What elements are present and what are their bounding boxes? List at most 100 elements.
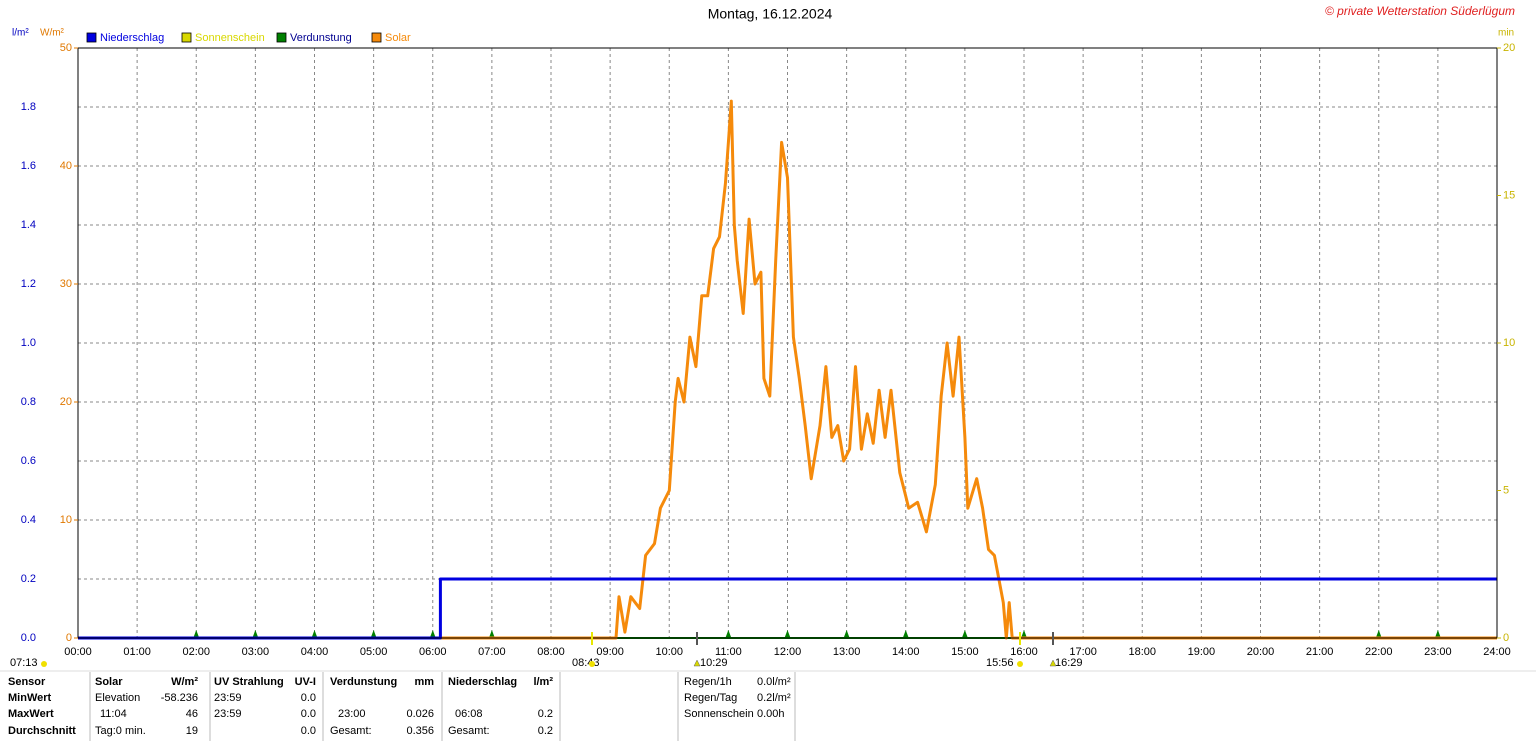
annotation: 15:56 bbox=[986, 657, 1014, 669]
series-line bbox=[78, 99, 1497, 640]
x-tick-label: 15:00 bbox=[951, 646, 979, 658]
y-tick-label: 0.2 bbox=[21, 573, 36, 585]
table-cell: 0.026 bbox=[406, 708, 434, 720]
summary-value: 0.0l/m² bbox=[757, 676, 791, 688]
copyright: © private Wetterstation Süderlügum bbox=[1325, 4, 1515, 18]
x-tick-label: 22:00 bbox=[1365, 646, 1393, 658]
x-tick-label: 19:00 bbox=[1188, 646, 1216, 658]
x-tick-label: 10:00 bbox=[655, 646, 683, 658]
summary-value: 0.00h bbox=[757, 708, 785, 720]
table-cell: 23:00 bbox=[338, 708, 366, 720]
y-tick-label: 1.0 bbox=[21, 337, 36, 349]
y-tick-label: 0.8 bbox=[21, 396, 36, 408]
evaporation-marker bbox=[902, 630, 909, 638]
y2-tick-label: 10 bbox=[60, 514, 72, 526]
x-tick-label: 13:00 bbox=[833, 646, 861, 658]
evaporation-marker bbox=[961, 630, 968, 638]
table-cell: 23:59 bbox=[214, 708, 242, 720]
table-cell: -58.236 bbox=[161, 692, 198, 704]
table-cell: 0.2 bbox=[538, 708, 553, 720]
y-tick-label: 0.0 bbox=[21, 632, 36, 644]
table-cell: MinWert bbox=[8, 692, 52, 704]
x-tick-label: 07:00 bbox=[478, 646, 506, 658]
y2-tick-label: 0 bbox=[66, 632, 72, 644]
legend-label: Niederschlag bbox=[100, 32, 164, 44]
legend-swatch bbox=[181, 32, 192, 43]
sun-marker bbox=[41, 661, 47, 667]
annotation-arrow bbox=[693, 659, 701, 667]
chart-title: Montag, 16.12.2024 bbox=[708, 6, 833, 22]
legend-label: Solar bbox=[385, 32, 411, 44]
evaporation-marker bbox=[843, 630, 850, 638]
evaporation-marker bbox=[311, 630, 318, 638]
table-cell: Durchschnitt bbox=[8, 725, 76, 737]
table-cell: 46 bbox=[186, 708, 198, 720]
table-cell: 0.356 bbox=[406, 725, 434, 737]
table-cell: Gesamt: bbox=[448, 725, 490, 737]
y-tick-label: 1.2 bbox=[21, 278, 36, 290]
x-tick-label: 20:00 bbox=[1247, 646, 1275, 658]
y2-tick-label: 20 bbox=[60, 396, 72, 408]
y3-tick-label: 20 bbox=[1503, 42, 1515, 54]
table-header: mm bbox=[414, 676, 434, 688]
y-tick-label: 1.8 bbox=[21, 101, 36, 113]
y3-tick-label: 10 bbox=[1503, 337, 1515, 349]
x-tick-label: 01:00 bbox=[123, 646, 151, 658]
table-cell: 0.0 bbox=[301, 708, 316, 720]
table-cell: MaxWert bbox=[8, 708, 54, 720]
x-tick-label: 18:00 bbox=[1128, 646, 1156, 658]
evaporation-marker bbox=[370, 630, 377, 638]
x-tick-label: 24:00 bbox=[1483, 646, 1511, 658]
x-tick-label: 08:00 bbox=[537, 646, 565, 658]
table-cell: 23:59 bbox=[214, 692, 242, 704]
y-tick-label: 0.4 bbox=[21, 514, 36, 526]
table-header: Verdunstung bbox=[330, 676, 397, 688]
y3-unit: min bbox=[1498, 28, 1514, 39]
annotation: 16:29 bbox=[1055, 657, 1083, 669]
x-tick-label: 09:00 bbox=[596, 646, 624, 658]
x-tick-label: 05:00 bbox=[360, 646, 388, 658]
y2-tick-label: 50 bbox=[60, 42, 72, 54]
table-header: UV Strahlung bbox=[214, 676, 284, 688]
table-cell: Elevation bbox=[95, 692, 140, 704]
y-tick-label: 0.6 bbox=[21, 455, 36, 467]
table-cell: 06:08 bbox=[455, 708, 483, 720]
evaporation-marker bbox=[488, 630, 495, 638]
x-tick-label: 17:00 bbox=[1069, 646, 1097, 658]
x-tick-label: 06:00 bbox=[419, 646, 447, 658]
x-tick-label: 11:00 bbox=[715, 646, 742, 658]
y3-tick-label: 5 bbox=[1503, 484, 1509, 496]
x-tick-label: 21:00 bbox=[1306, 646, 1334, 658]
sun-marker bbox=[1017, 661, 1023, 667]
legend-swatch bbox=[276, 32, 287, 43]
table-header: Solar bbox=[95, 676, 123, 688]
table-header: UV-I bbox=[295, 676, 316, 688]
summary-label: Sonnenschein bbox=[684, 708, 754, 720]
table-cell: 0.0 bbox=[301, 725, 316, 737]
annotation: 10:29 bbox=[700, 657, 728, 669]
table-cell: Gesamt: bbox=[330, 725, 372, 737]
y2-tick-label: 40 bbox=[60, 160, 72, 172]
y2-unit: W/m² bbox=[40, 28, 65, 39]
evaporation-marker bbox=[429, 630, 436, 638]
evaporation-marker bbox=[1434, 630, 1441, 638]
x-tick-label: 04:00 bbox=[301, 646, 329, 658]
summary-value: 0.2l/m² bbox=[757, 692, 791, 704]
x-tick-label: 00:00 bbox=[64, 646, 92, 658]
legend-swatch bbox=[86, 32, 97, 43]
table-cell: 19 bbox=[186, 725, 198, 737]
evaporation-marker bbox=[725, 630, 732, 638]
evaporation-marker bbox=[252, 630, 259, 638]
x-tick-label: 03:00 bbox=[242, 646, 270, 658]
sun-marker bbox=[589, 661, 595, 667]
table-header: W/m² bbox=[171, 676, 198, 688]
table-header: l/m² bbox=[533, 676, 553, 688]
y2-tick-label: 30 bbox=[60, 278, 72, 290]
x-tick-label: 14:00 bbox=[892, 646, 920, 658]
evaporation-marker bbox=[1021, 630, 1027, 638]
table-cell: Tag:0 min. bbox=[95, 725, 146, 737]
table-cell: 0.0 bbox=[301, 692, 316, 704]
evaporation-marker bbox=[784, 630, 791, 638]
